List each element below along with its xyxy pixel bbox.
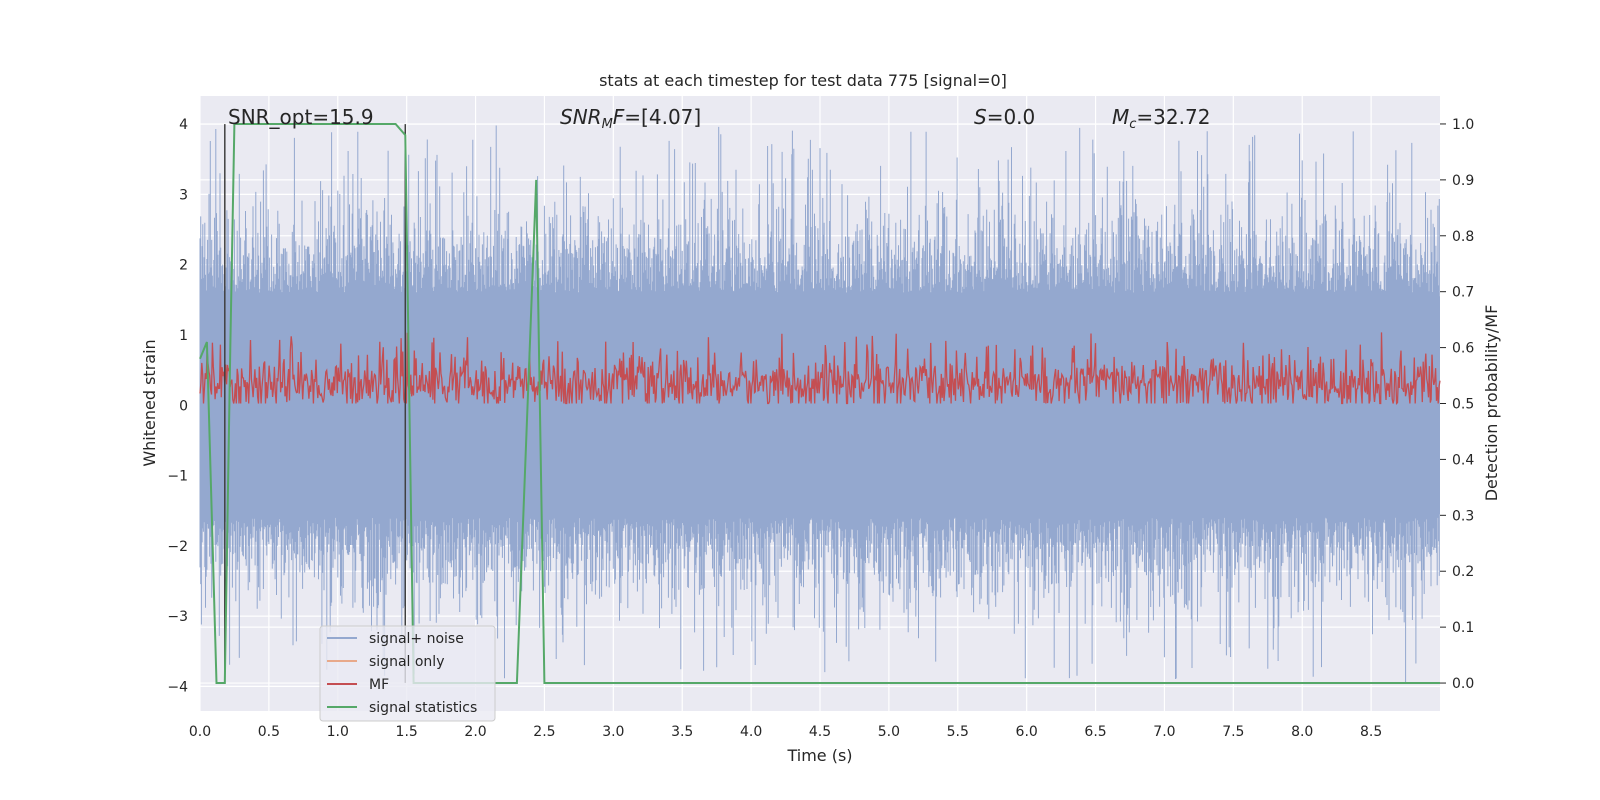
- y2-tick-label: 0.1: [1452, 620, 1474, 636]
- legend-label-signal-noise: signal+ noise: [369, 631, 464, 647]
- y-tick-label: −2: [167, 539, 188, 555]
- x-tick-label: 0.5: [258, 724, 280, 740]
- x-tick-label: 1.0: [327, 724, 349, 740]
- legend: signal+ noise signal only MF signal stat…: [319, 625, 496, 722]
- legend-label-signal-only: signal only: [369, 654, 444, 670]
- legend-box: [319, 625, 496, 722]
- y-ticks: −4 −3 −2 −1 0 1 2 3 4: [167, 117, 188, 695]
- legend-label-mf: MF: [369, 677, 389, 693]
- mf-line: [199, 332, 1441, 406]
- y2-tick-label: 0.3: [1452, 508, 1474, 524]
- x-tick-label: 6.0: [1016, 724, 1038, 740]
- y2-tick-label: 0.9: [1452, 173, 1474, 189]
- x-tick-label: 6.5: [1084, 724, 1106, 740]
- x-tick-label: 4.5: [809, 724, 831, 740]
- y2-tick-label: 1.0: [1452, 117, 1474, 133]
- annotation-s: S=0.0: [974, 105, 1035, 129]
- x-tick-label: 7.5: [1222, 724, 1244, 740]
- x-tick-label: 3.0: [602, 724, 624, 740]
- signal-statistics-line: [199, 123, 1440, 684]
- x-tick-label: 2.5: [533, 724, 555, 740]
- annotation-snr-opt: SNR_opt=15.9: [228, 105, 374, 129]
- legend-label-signal-statistics: signal statistics: [369, 700, 477, 716]
- x-tick-label: 1.5: [396, 724, 418, 740]
- x-ticks: 0.0 0.5 1.0 1.5 2.0 2.5 3.0 3.5 4.0 4.5 5.0 5.5 6.0 6…: [189, 724, 1382, 740]
- x-tick-label: 7.0: [1153, 724, 1175, 740]
- x-tick-label: 8.5: [1360, 724, 1382, 740]
- y2-ticks: 0.0 0.1 0.2 0.3 0.4 0.5 0.6 0.7 0.8 0.9 1.0: [1440, 117, 1474, 692]
- y2-axis-label: Detection probability/MF: [1482, 305, 1501, 502]
- annotation-snr-mf: SNRMF=[4.07]: [560, 105, 701, 132]
- x-tick-label: 4.0: [740, 724, 762, 740]
- y2-tick-label: 0.4: [1452, 452, 1474, 468]
- y-tick-label: −4: [167, 679, 188, 695]
- vertical-lines: [224, 124, 407, 683]
- y2-tick-label: 0.2: [1452, 564, 1474, 580]
- y-axis-label: Whitened strain: [140, 339, 159, 466]
- y-tick-label: 2: [179, 258, 188, 274]
- annotation-mc: Mc=32.72: [1112, 105, 1210, 132]
- x-tick-label: 0.0: [189, 724, 211, 740]
- y-tick-label: 1: [179, 328, 188, 344]
- y2-tick-label: 0.6: [1452, 341, 1474, 357]
- y-tick-label: −1: [167, 469, 188, 485]
- x-axis-label: Time (s): [786, 746, 852, 765]
- y-tick-label: 3: [179, 187, 188, 203]
- y-tick-label: 4: [179, 117, 188, 133]
- y-tick-label: −3: [167, 609, 188, 625]
- y-tick-label: 0: [179, 398, 188, 414]
- series-signal-statistics: [199, 123, 1440, 684]
- x-tick-label: 5.5: [947, 724, 969, 740]
- y2-tick-label: 0.0: [1452, 676, 1474, 692]
- series-signal-noise: [199, 125, 1440, 683]
- x-tick-label: 5.0: [878, 724, 900, 740]
- y2-tick-label: 0.8: [1452, 229, 1474, 245]
- y2-tick-label: 0.7: [1452, 285, 1474, 301]
- x-tick-label: 8.0: [1291, 724, 1313, 740]
- y2-tick-label: 0.5: [1452, 397, 1474, 413]
- series-mf: [199, 332, 1441, 406]
- x-tick-label: 2.0: [464, 724, 486, 740]
- chart-title: stats at each timestep for test data 775…: [599, 71, 1007, 90]
- x-tick-label: 3.5: [671, 724, 693, 740]
